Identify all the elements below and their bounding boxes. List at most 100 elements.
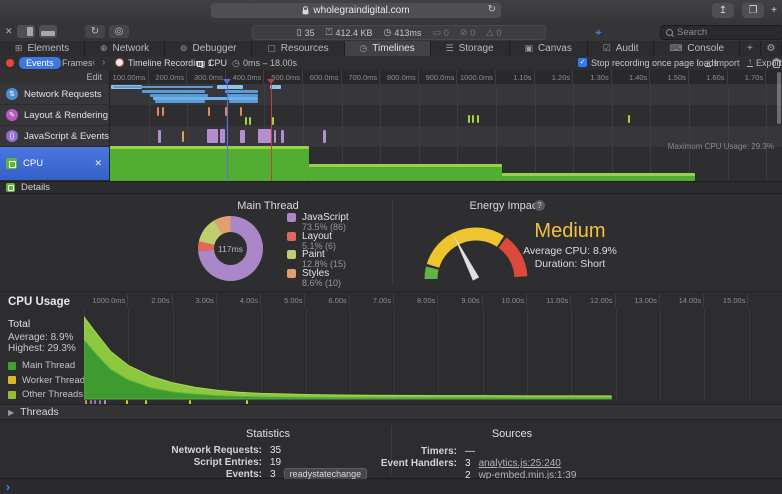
sidebar-item-network-requests[interactable]: ⇅ Network Requests bbox=[0, 84, 109, 105]
javascript-event-bar[interactable] bbox=[323, 130, 326, 143]
tab-network[interactable]: ⊕ Network bbox=[85, 41, 166, 56]
share-button[interactable]: ↥ bbox=[712, 3, 734, 18]
layout-rendering-event[interactable] bbox=[208, 107, 210, 116]
new-tab-button[interactable]: + bbox=[768, 3, 780, 18]
sidebar-item-cpu[interactable]: CPU ✕ bbox=[0, 147, 109, 181]
layout-rendering-event[interactable] bbox=[245, 117, 247, 125]
cpu-overview-segment[interactable] bbox=[502, 173, 695, 181]
javascript-event-bar[interactable] bbox=[258, 129, 271, 143]
network-request-bar[interactable] bbox=[150, 94, 208, 97]
stat-row: Network Requests: 35 bbox=[40, 445, 281, 456]
scrollbar-thumb[interactable] bbox=[777, 72, 781, 124]
events-toggle[interactable]: Events bbox=[19, 57, 61, 69]
network-request-bar[interactable] bbox=[142, 90, 205, 93]
network-request-bar[interactable] bbox=[217, 85, 243, 89]
timeline-plot[interactable]: Maximum CPU Usage: 29.3% bbox=[110, 84, 782, 181]
layout-rendering-event[interactable] bbox=[162, 107, 164, 116]
cpu-event-tick[interactable] bbox=[189, 400, 191, 406]
javascript-event-bar[interactable] bbox=[274, 130, 276, 143]
javascript-event-bar[interactable] bbox=[220, 129, 225, 143]
address-bar[interactable]: wholegraindigital.com ↻ bbox=[211, 3, 501, 18]
close-inspector-button[interactable]: ✕ bbox=[5, 26, 13, 36]
clear-trash-icon[interactable] bbox=[772, 58, 781, 68]
cpu-event-tick[interactable] bbox=[246, 400, 248, 406]
tab-console[interactable]: ⌨ Console bbox=[654, 41, 740, 56]
sidebar-item-label: CPU bbox=[23, 158, 44, 169]
javascript-event-bar[interactable] bbox=[240, 130, 245, 143]
layout-rendering-event[interactable] bbox=[240, 107, 242, 116]
tab-debugger[interactable]: ⊚ Debugger bbox=[165, 41, 253, 56]
export-button[interactable]: Export bbox=[756, 58, 782, 68]
reload-page-icon[interactable]: ↻ bbox=[487, 4, 496, 15]
threads-disclosure[interactable]: ▶ Threads bbox=[0, 404, 782, 420]
close-icon[interactable]: ✕ bbox=[94, 158, 102, 168]
source-link[interactable]: analytics.js:25:240 bbox=[478, 458, 561, 469]
network-request-bar[interactable] bbox=[227, 94, 258, 97]
reload-button[interactable]: ↻ bbox=[85, 25, 105, 38]
layout-rendering-event[interactable] bbox=[157, 107, 159, 116]
javascript-event-bar[interactable] bbox=[207, 129, 218, 143]
tab-canvas[interactable]: ▣ Canvas bbox=[510, 41, 588, 56]
tab-elements[interactable]: ⊞ Elements bbox=[0, 41, 86, 56]
cpu-event-tick[interactable] bbox=[85, 400, 87, 406]
forward-chevron[interactable]: › bbox=[102, 57, 106, 68]
tab-storage[interactable]: ☰ Storage bbox=[431, 41, 510, 56]
network-request-bar[interactable] bbox=[153, 97, 258, 100]
details-cpu-icon bbox=[6, 183, 15, 192]
javascript-event-bar[interactable] bbox=[281, 130, 284, 143]
inspector-settings-button[interactable]: ⚙ bbox=[761, 41, 782, 56]
javascript-event-bar[interactable] bbox=[182, 131, 184, 142]
sources-title: Sources bbox=[491, 428, 533, 440]
help-icon[interactable]: ? bbox=[534, 200, 545, 211]
recording-selector[interactable]: Timeline Recording 1 bbox=[128, 58, 213, 68]
layout-rendering-event[interactable] bbox=[249, 117, 251, 125]
frames-toggle[interactable]: Frames bbox=[62, 58, 93, 68]
tab-overview-button[interactable]: ❐ bbox=[742, 3, 764, 18]
stop-recording-label[interactable]: Stop recording once page loads bbox=[591, 58, 719, 68]
stat-value: 19 bbox=[270, 457, 282, 468]
layout-rendering-event[interactable] bbox=[477, 115, 479, 123]
cpu-usage-summary: Total Average: 8.9% Highest: 29.3% bbox=[8, 318, 76, 354]
network-request-bar[interactable] bbox=[113, 86, 213, 88]
tab-audit[interactable]: ☑ Audit bbox=[588, 41, 655, 56]
inspect-element-button[interactable]: ◎ bbox=[109, 25, 129, 38]
details-bar[interactable]: Details bbox=[0, 181, 782, 194]
cpu-event-tick[interactable] bbox=[90, 400, 92, 406]
record-button[interactable] bbox=[6, 59, 14, 67]
back-chevron[interactable]: ‹ bbox=[92, 57, 96, 68]
cpu-event-tick[interactable] bbox=[104, 400, 106, 406]
dock-bottom-button[interactable] bbox=[39, 25, 57, 38]
network-request-bar[interactable] bbox=[270, 85, 281, 89]
network-request-bar[interactable] bbox=[229, 100, 258, 103]
cpu-event-tick[interactable] bbox=[99, 400, 101, 406]
layout-rendering-event[interactable] bbox=[272, 117, 274, 125]
tab-resources[interactable]: ▢ Resources bbox=[252, 41, 345, 56]
tab-timelines[interactable]: ◷ Timelines bbox=[344, 41, 431, 56]
search-input[interactable]: Search bbox=[660, 25, 782, 40]
network-request-bar[interactable] bbox=[155, 100, 205, 103]
edit-button[interactable]: Edit bbox=[86, 72, 102, 82]
network-request-bar[interactable] bbox=[225, 90, 258, 93]
stop-recording-checkbox[interactable]: ✓ bbox=[578, 58, 587, 67]
cpu-event-tick[interactable] bbox=[94, 400, 96, 406]
layout-rendering-event[interactable] bbox=[472, 115, 474, 123]
cpu-overview-segment[interactable] bbox=[309, 164, 502, 181]
dock-side-button[interactable] bbox=[17, 25, 35, 38]
source-link[interactable]: wp-embed.min.js:1:39 bbox=[478, 470, 577, 481]
warning-count: 0 bbox=[496, 27, 502, 38]
cpu-overview-segment[interactable] bbox=[110, 146, 309, 181]
element-picker-icon[interactable]: ⌖ bbox=[595, 25, 602, 39]
import-button[interactable]: Import bbox=[714, 58, 740, 68]
cpu-event-tick[interactable] bbox=[145, 400, 147, 406]
add-tab-button[interactable]: + bbox=[740, 41, 761, 56]
cpu-usage-section: CPU Usage 1000.0ms 2.00s 3.00s 4.00s 5.00s 6.… bbox=[0, 291, 782, 406]
javascript-event-bar[interactable] bbox=[158, 130, 161, 143]
layout-rendering-event[interactable] bbox=[225, 107, 227, 116]
sidebar-item-layout-rendering[interactable]: ✎ Layout & Rendering bbox=[0, 105, 109, 126]
sidebar-item-javascript-events[interactable]: {} JavaScript & Events bbox=[0, 126, 109, 147]
quick-console-bar[interactable]: › bbox=[0, 479, 782, 494]
instrument-selector[interactable]: CPU bbox=[208, 58, 228, 68]
layout-rendering-event[interactable] bbox=[468, 115, 470, 123]
cpu-event-tick[interactable] bbox=[126, 400, 128, 406]
layout-rendering-event[interactable] bbox=[628, 115, 630, 123]
